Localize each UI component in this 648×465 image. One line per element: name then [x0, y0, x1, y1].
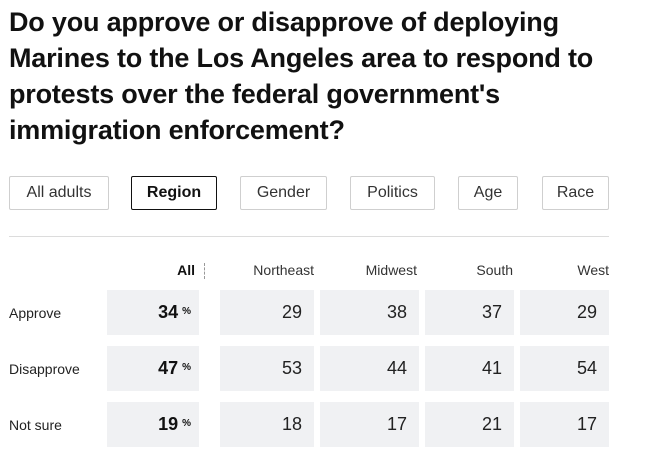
column-header-all: All — [177, 262, 195, 278]
tab-region[interactable]: Region — [131, 176, 217, 210]
table-cell: 38 — [320, 290, 419, 335]
table-cell-all: 19% — [107, 402, 199, 447]
cell-value: 19 — [158, 414, 179, 434]
tab-gender[interactable]: Gender — [240, 176, 327, 210]
cell-value: 47 — [158, 358, 179, 378]
question-title: Do you approve or disapprove of deployin… — [9, 7, 594, 145]
table-cell: 18 — [220, 402, 314, 447]
row-label-disapprove: Disapprove — [9, 361, 80, 377]
table-cell: 29 — [220, 290, 314, 335]
table-cell: 21 — [425, 402, 514, 447]
column-header-northeast: Northeast — [253, 262, 314, 278]
percent-sign: % — [182, 418, 191, 429]
tab-all-adults[interactable]: All adults — [9, 176, 109, 210]
table-cell: 17 — [520, 402, 609, 447]
table-cell: 44 — [320, 346, 419, 391]
table-cell: 54 — [520, 346, 609, 391]
row-label-not-sure: Not sure — [9, 417, 62, 433]
cell-value: 34 — [158, 302, 179, 322]
tab-race[interactable]: Race — [542, 176, 609, 210]
table-cell: 53 — [220, 346, 314, 391]
table-cell: 37 — [425, 290, 514, 335]
divider — [9, 236, 609, 237]
tab-age[interactable]: Age — [458, 176, 518, 210]
table-cell: 17 — [320, 402, 419, 447]
filter-tabs: All adults Region Gender Politics Age Ra… — [0, 176, 648, 212]
table-cell: 29 — [520, 290, 609, 335]
tab-politics[interactable]: Politics — [350, 176, 435, 210]
row-label-approve: Approve — [9, 305, 62, 321]
column-header-west: West — [577, 262, 609, 278]
table-cell-all: 47% — [107, 346, 199, 391]
column-header-midwest: Midwest — [365, 262, 417, 278]
table-cell: 41 — [425, 346, 514, 391]
table-cell-all: 34% — [107, 290, 199, 335]
column-header-south: South — [476, 262, 513, 278]
column-separator — [204, 263, 205, 279]
percent-sign: % — [182, 362, 191, 373]
percent-sign: % — [182, 306, 191, 317]
